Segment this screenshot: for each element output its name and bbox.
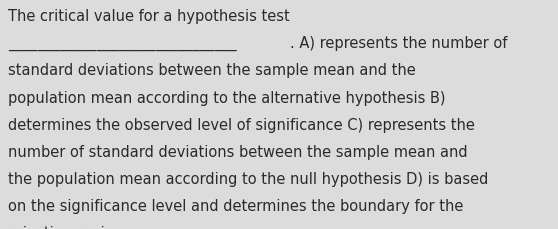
Text: population mean according to the alternative hypothesis B): population mean according to the alterna… (8, 90, 446, 105)
Text: The critical value for a hypothesis test: The critical value for a hypothesis test (8, 9, 290, 24)
Text: standard deviations between the sample mean and the: standard deviations between the sample m… (8, 63, 416, 78)
Text: on the significance level and determines the boundary for the: on the significance level and determines… (8, 198, 464, 213)
Text: number of standard deviations between the sample mean and: number of standard deviations between th… (8, 144, 468, 159)
Text: . A) represents the number of: . A) represents the number of (290, 36, 508, 51)
Text: rejection region: rejection region (8, 225, 123, 229)
Text: _______________________________: _______________________________ (8, 36, 237, 51)
Text: the population mean according to the null hypothesis D) is based: the population mean according to the nul… (8, 171, 489, 186)
Text: determines the observed level of significance C) represents the: determines the observed level of signifi… (8, 117, 475, 132)
